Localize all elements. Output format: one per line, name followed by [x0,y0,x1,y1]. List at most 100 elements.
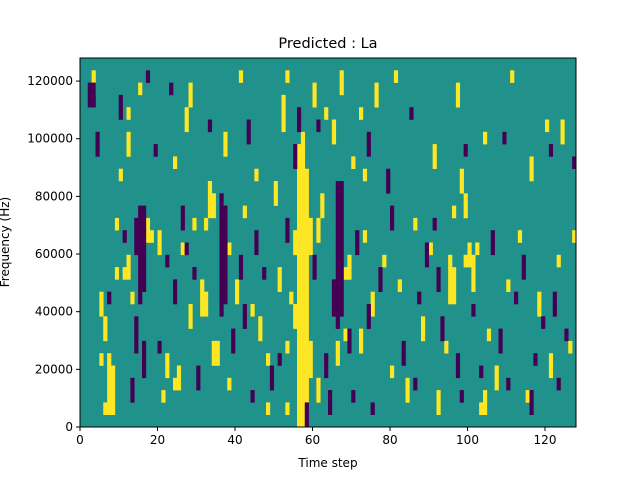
heatmap-cell [304,181,309,194]
heatmap-cell [490,242,495,256]
heatmap-cell [126,267,131,280]
heatmap-cell [335,353,340,366]
heatmap-cell [184,107,189,120]
heatmap-cell [223,131,228,145]
heatmap-cell [362,168,368,182]
heatmap-cell [300,402,306,415]
heatmap-cell [297,193,302,206]
heatmap-cell [502,131,507,145]
heatmap-cell [169,82,174,96]
heatmap-cell [324,365,329,379]
heatmap-cell [297,291,302,305]
heatmap-cell [347,328,352,342]
heatmap-cell [107,365,112,379]
heatmap-cell [300,340,306,354]
heatmap-cell [297,279,302,292]
heatmap-cell [204,291,209,305]
x-tick-label: 40 [227,433,242,447]
heatmap-cell [235,291,240,305]
heatmap-cell [390,205,395,219]
heatmap-cell [335,291,340,305]
heatmap-cell [126,254,131,268]
heatmap-cell [297,304,302,317]
heatmap-cell [300,181,306,194]
heatmap-cell [258,328,263,342]
heatmap-cell [331,119,337,133]
heatmap-cell [572,156,577,169]
heatmap-cell [238,267,244,280]
heatmap-cell [432,144,437,157]
heatmap-cell [300,168,306,182]
heatmap-cell [339,82,344,96]
heatmap-cell [138,279,143,292]
heatmap-cell [118,94,123,108]
heatmap-cell [382,254,387,268]
heatmap-cell [223,254,228,268]
heatmap-cell [413,377,418,391]
heatmap-cell [370,291,375,305]
x-tick-label: 80 [382,433,397,447]
heatmap-cell [386,181,391,194]
heatmap-cell [254,230,259,243]
heatmap-cell [227,377,232,391]
heatmap-cell [250,390,255,403]
heatmap-cell [455,353,461,366]
heatmap-cell [297,316,302,329]
heatmap-cell [130,390,135,403]
heatmap-cell [219,217,224,231]
heatmap-cell [304,267,309,280]
heatmap-cell [138,291,143,305]
heatmap-cell [300,193,306,206]
x-tick-label: 20 [150,433,165,447]
heatmap-cell [153,144,158,157]
heatmap-cell [548,353,554,366]
heatmap-cell [370,402,375,415]
heatmap-cell [285,70,290,83]
heatmap-cell [537,291,542,305]
heatmap-cell [242,316,247,329]
heatmap-cell [548,365,554,379]
heatmap-cell [436,402,441,415]
heatmap-cell [548,144,554,157]
heatmap-cell [455,82,461,96]
heatmap-cell [300,242,306,256]
heatmap-cell [390,365,395,379]
heatmap-cell [347,340,352,354]
heatmap-cell [223,230,228,243]
heatmap-cell [134,328,139,342]
heatmap-cell [331,304,337,317]
heatmap-cell [304,328,309,342]
heatmap-cell [231,328,236,342]
heatmap-cell [339,217,344,231]
heatmap-cell [215,353,220,366]
heatmap-cell [448,267,453,280]
heatmap-cell [219,304,224,317]
heatmap-cell [386,168,391,182]
heatmap-cell [339,279,344,292]
heatmap-cell [293,144,298,157]
heatmap-cell [304,242,309,256]
heatmap-cell [300,254,306,268]
heatmap-cell [300,377,306,391]
heatmap-cell [320,193,325,206]
heatmap-cell [207,119,213,133]
heatmap-cell [157,230,162,243]
heatmap-cell [483,131,488,145]
heatmap-cell [316,390,321,403]
heatmap-cell [207,205,213,219]
y-tick-label: 120000 [27,74,73,88]
heatmap-cell [529,156,534,169]
heatmap-cell [297,144,302,157]
heatmap-cell [134,340,139,354]
heatmap-cell [300,144,306,157]
heatmap-cell [304,168,309,182]
heatmap-cell [297,230,302,243]
heatmap-cell [161,390,166,403]
heatmap-cell [304,414,309,428]
heatmap-cell [300,267,306,280]
heatmap-cell [297,365,302,379]
heatmap-cell [335,254,340,268]
heatmap-cell [273,193,278,206]
heatmap-cell [297,267,302,280]
heatmap-cell [254,242,259,256]
